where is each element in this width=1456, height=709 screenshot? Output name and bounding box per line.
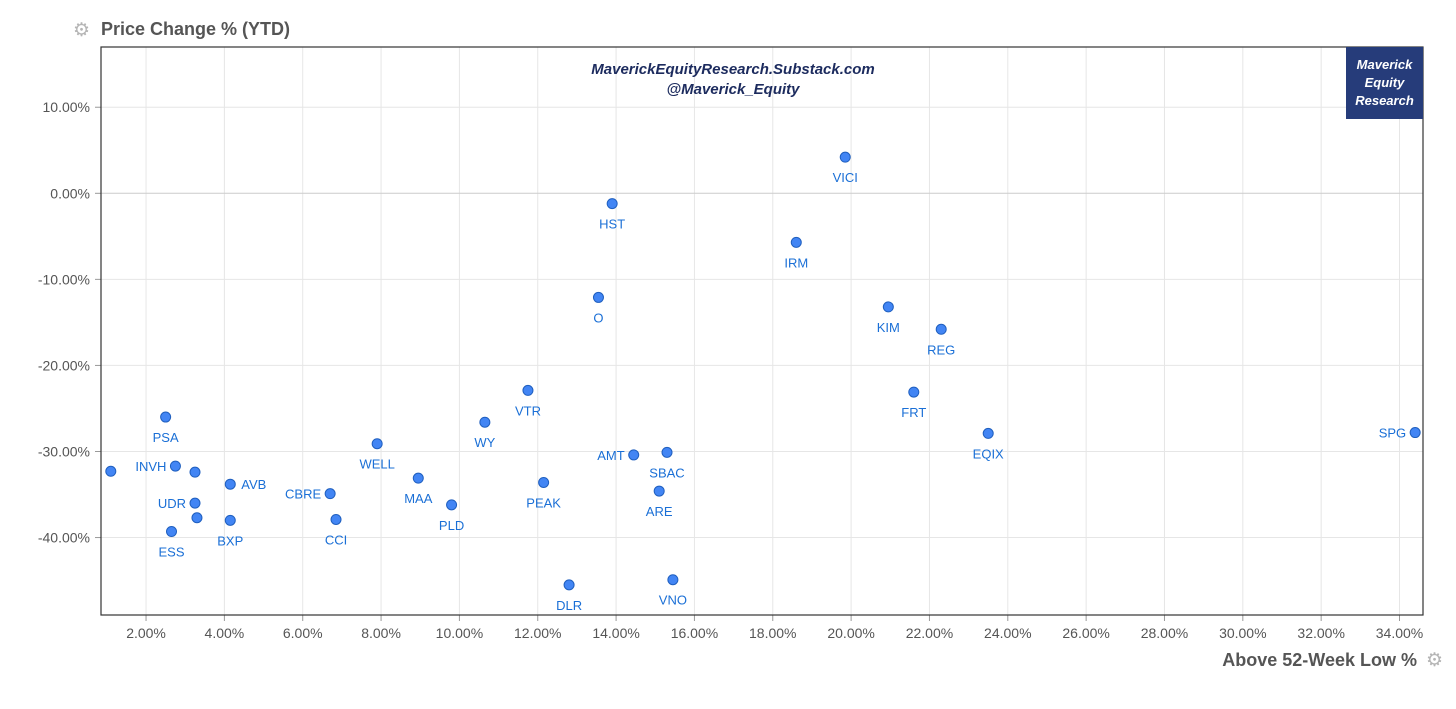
data-point <box>538 476 550 488</box>
point-label: PLD <box>439 518 464 533</box>
point-label: PSA <box>153 430 179 445</box>
data-point <box>479 416 491 428</box>
gear-icon[interactable]: ⚙ <box>73 20 91 41</box>
x-tick-label: 12.00% <box>514 625 561 641</box>
point-label: KIM <box>877 320 900 335</box>
data-point <box>790 236 802 248</box>
x-tick-label: 14.00% <box>592 625 639 641</box>
point-label: SBAC <box>649 465 684 480</box>
x-tick-label: 24.00% <box>984 625 1031 641</box>
data-point <box>191 512 203 524</box>
data-point <box>908 386 920 398</box>
x-tick-label: 20.00% <box>827 625 874 641</box>
brand-badge: Maverick Equity Research <box>1346 47 1423 119</box>
point-label: VTR <box>515 403 541 418</box>
data-point <box>661 446 673 458</box>
y-tick-label: -20.00% <box>38 357 90 373</box>
x-tick-label: 30.00% <box>1219 625 1266 641</box>
point-label: VICI <box>833 170 858 185</box>
x-tick-label: 32.00% <box>1297 625 1344 641</box>
point-label: HST <box>599 217 625 232</box>
x-tick-label: 2.00% <box>126 625 166 641</box>
y-tick-label: 10.00% <box>43 99 90 115</box>
data-point <box>667 574 679 586</box>
x-tick-label: 4.00% <box>205 625 245 641</box>
data-point <box>522 384 534 396</box>
data-point <box>189 466 201 478</box>
point-label: AVB <box>241 477 266 492</box>
y-tick-label: -10.00% <box>38 271 90 287</box>
y-axis-title: Price Change % (YTD) <box>101 19 291 39</box>
data-point <box>105 465 117 477</box>
x-tick-label: 34.00% <box>1376 625 1423 641</box>
data-point <box>189 497 201 509</box>
point-label: ARE <box>646 504 673 519</box>
watermark: MaverickEquityResearch.Substack.com @Mav… <box>560 60 906 100</box>
point-label: CBRE <box>285 487 321 502</box>
x-tick-label: 6.00% <box>283 625 323 641</box>
data-point <box>982 427 994 439</box>
point-label: SPG <box>1379 426 1406 441</box>
data-point <box>606 198 618 210</box>
point-label: IRM <box>784 255 808 270</box>
data-point <box>882 301 894 313</box>
badge-line: Research <box>1355 93 1414 108</box>
data-points: PSA INVH UDR ESS AVB BXP CBRE CCI WELL MAA PLD WY VT… <box>105 151 1421 613</box>
point-label: FRT <box>901 405 926 420</box>
plot-frame <box>100 46 1424 616</box>
point-label: PEAK <box>526 495 561 510</box>
badge-line: Equity <box>1364 75 1405 90</box>
axis-ticks: 2.00% 4.00% 6.00% 8.00% 10.00% 12.00% 14.00% 16… <box>38 99 1423 641</box>
y-tick-label: -30.00% <box>38 443 90 459</box>
data-point <box>628 449 640 461</box>
point-label: UDR <box>158 496 186 511</box>
watermark-url: MaverickEquityResearch.Substack.com <box>591 61 875 78</box>
badge-line: Maverick <box>1356 57 1413 72</box>
point-label: REG <box>927 342 955 357</box>
x-tick-label: 8.00% <box>361 625 401 641</box>
point-label: CCI <box>325 532 347 547</box>
data-point <box>160 411 172 423</box>
x-tick-label: 18.00% <box>749 625 796 641</box>
data-point <box>563 579 575 591</box>
point-label: DLR <box>556 598 582 613</box>
point-label: EQIX <box>973 446 1004 461</box>
point-label: O <box>593 310 603 325</box>
data-point <box>330 513 342 525</box>
x-tick-label: 26.00% <box>1062 625 1109 641</box>
data-point <box>592 291 604 303</box>
point-label: WELL <box>359 457 394 472</box>
data-point <box>224 514 236 526</box>
data-point <box>935 323 947 335</box>
point-label: WY <box>474 435 495 450</box>
data-point <box>166 526 178 538</box>
data-point <box>169 460 181 472</box>
data-point <box>446 499 458 511</box>
y-tick-label: -40.00% <box>38 530 90 546</box>
data-point <box>412 472 424 484</box>
point-label: AMT <box>597 448 625 463</box>
gear-icon[interactable]: ⚙ <box>1426 650 1444 671</box>
point-label: BXP <box>217 533 243 548</box>
y-tick-label: 0.00% <box>50 185 90 201</box>
data-point <box>839 151 851 163</box>
point-label: VNO <box>659 593 687 608</box>
x-tick-label: 16.00% <box>671 625 718 641</box>
point-label: INVH <box>135 459 166 474</box>
watermark-handle: @Maverick_Equity <box>666 81 800 98</box>
point-label: ESS <box>158 545 184 560</box>
data-point <box>324 488 336 500</box>
x-tick-label: 22.00% <box>906 625 953 641</box>
data-point <box>224 478 236 490</box>
data-point <box>1409 427 1421 439</box>
x-tick-label: 10.00% <box>436 625 483 641</box>
data-point <box>371 438 383 450</box>
grid-lines <box>101 47 1423 615</box>
x-axis-title: Above 52-Week Low % <box>1222 650 1417 670</box>
point-label: MAA <box>404 491 433 506</box>
x-tick-label: 28.00% <box>1141 625 1188 641</box>
data-point <box>653 485 665 497</box>
